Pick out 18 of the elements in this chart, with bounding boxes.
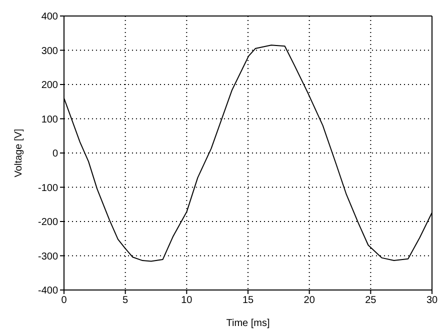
x-tick-label: 25 [365,295,377,306]
y-tick-label: -200 [38,217,58,228]
y-tick-label: 0 [52,148,58,160]
x-tick-label: 10 [181,295,193,306]
y-tick-label: -100 [38,182,58,194]
y-tick-label: 200 [41,80,58,92]
y-axis-title: Voltage [V] [14,128,25,178]
x-axis-title: Time [ms] [226,318,270,329]
y-tick-label: 100 [41,114,58,126]
y-tick-label: -400 [38,286,58,297]
y-tick-label: -300 [38,251,58,262]
y-tick-label: 400 [41,12,58,23]
x-tick-label: 15 [242,295,254,306]
x-tick-label: 5 [122,295,129,306]
x-tick-label: 0 [61,295,68,306]
x-tick-label: 30 [426,295,438,306]
x-tick-label: 20 [304,295,316,306]
y-tick-label: 300 [41,46,58,57]
